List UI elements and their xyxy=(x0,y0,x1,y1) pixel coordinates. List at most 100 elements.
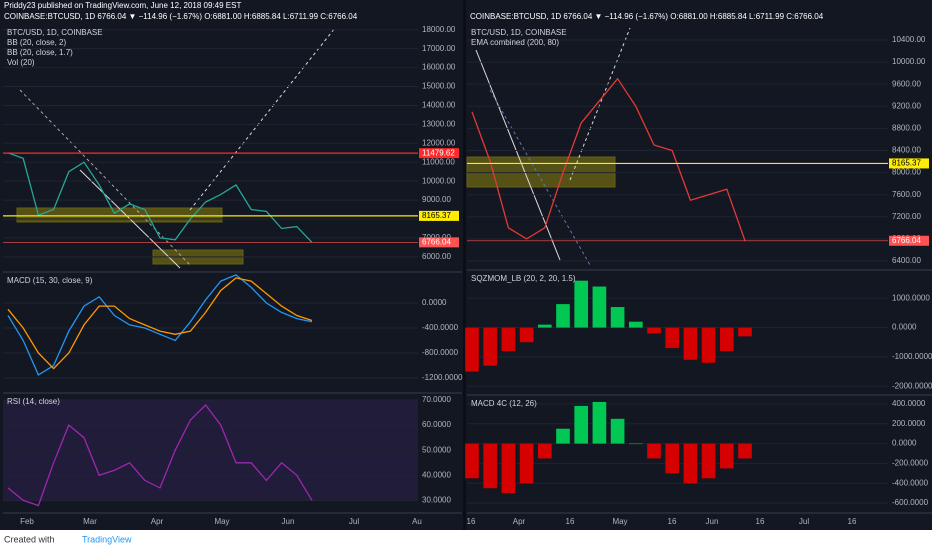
y-tick-label: 10000.00 xyxy=(892,57,926,66)
histogram-bar xyxy=(647,443,661,459)
brand[interactable]: TradingView xyxy=(82,534,132,544)
indicator-legend: Vol (20) xyxy=(7,58,35,67)
histogram-bar xyxy=(574,280,589,328)
y-tick-label: 7200.00 xyxy=(892,212,921,221)
footer-bar xyxy=(0,530,932,550)
x-tick-label: Apr xyxy=(151,517,164,526)
y-tick-label: 6000.00 xyxy=(422,252,451,261)
histogram-bar xyxy=(537,443,552,459)
y-tick-label: -2000.0000 xyxy=(892,381,932,390)
x-tick-label: Jul xyxy=(349,517,359,526)
series-line xyxy=(7,152,313,243)
price-tag-label: 6766.04 xyxy=(422,237,451,246)
histogram-bar xyxy=(683,443,698,484)
price-tag xyxy=(419,210,459,221)
histogram-bar xyxy=(628,443,643,445)
x-tick-label: 16 xyxy=(756,517,765,526)
histogram-bar xyxy=(483,443,498,489)
y-tick-label: 15000.00 xyxy=(422,82,456,91)
x-tick-label: May xyxy=(214,517,229,526)
y-tick-label: 400.0000 xyxy=(892,399,926,408)
y-tick-label: 13000.00 xyxy=(422,119,456,128)
histogram-bar xyxy=(465,327,479,372)
trend-line xyxy=(189,27,336,211)
y-tick-label: 8400.00 xyxy=(892,146,921,155)
zone-box xyxy=(466,156,616,188)
y-tick-label: 200.0000 xyxy=(892,419,926,428)
price-tag xyxy=(419,237,459,248)
histogram-bar xyxy=(610,307,625,328)
y-tick-label: 1000.0000 xyxy=(892,293,930,302)
x-tick-label: 16 xyxy=(566,517,575,526)
price-tag-label: 6766.04 xyxy=(892,236,921,245)
indicator-title: BTC/USD, 1D, COINBASE xyxy=(7,28,103,37)
price-tag xyxy=(419,148,459,159)
indicator-title: RSI (14, close) xyxy=(7,397,60,406)
y-tick-label: 9000.00 xyxy=(422,195,451,204)
histogram-bar xyxy=(592,286,607,328)
histogram-bar xyxy=(483,327,498,366)
y-tick-label: 0.0000 xyxy=(892,439,917,448)
histogram-bar xyxy=(574,405,589,444)
y-tick-label: 0.0000 xyxy=(892,323,917,332)
published-line: Priddy23 published on TradingView.com, J… xyxy=(4,1,241,10)
x-tick-label: 16 xyxy=(467,517,476,526)
y-tick-label: 16000.00 xyxy=(422,63,456,72)
y-tick-label: 50.0000 xyxy=(422,445,451,454)
y-tick-label: 9200.00 xyxy=(892,101,921,110)
y-tick-label: 40.0000 xyxy=(422,470,451,479)
histogram-bar xyxy=(610,418,625,444)
y-tick-label: 8800.00 xyxy=(892,123,921,132)
indicator-legend: EMA combined (200, 80) xyxy=(471,38,559,47)
indicator-title: MACD (15, 30, close, 9) xyxy=(7,276,93,285)
x-tick-label: Apr xyxy=(513,517,526,526)
y-tick-label: 6400.00 xyxy=(892,256,921,265)
indicator-title: SQZMOM_LB (20, 2, 20, 1.5) xyxy=(471,274,576,283)
indicator-legend: BB (20, close, 2) xyxy=(7,38,66,47)
quote-line: COINBASE:BTCUSD, 1D 6766.04 ▼ −114.96 (−… xyxy=(4,12,358,21)
x-tick-label: 16 xyxy=(848,517,857,526)
y-tick-label: 30.0000 xyxy=(422,496,451,505)
indicator-title: BTC/USD, 1D, COINBASE xyxy=(471,28,567,37)
histogram-bar xyxy=(519,327,534,343)
y-tick-label: -400.0000 xyxy=(422,323,459,332)
y-tick-label: 12000.00 xyxy=(422,138,456,147)
histogram-bar xyxy=(701,443,716,479)
series-line xyxy=(7,277,313,370)
y-tick-label: -600.0000 xyxy=(892,498,929,507)
histogram-bar xyxy=(738,327,752,337)
series-line xyxy=(471,77,746,242)
price-tag-label: 11479.62 xyxy=(422,148,455,157)
histogram-bar xyxy=(665,443,680,474)
y-tick-label: -800.0000 xyxy=(422,348,459,357)
price-tag-label: 8165.37 xyxy=(892,159,921,168)
histogram-bar xyxy=(719,327,734,352)
y-tick-label: -1200.0000 xyxy=(422,373,463,382)
histogram-bar xyxy=(501,443,516,494)
y-tick-label: 60.0000 xyxy=(422,420,451,429)
quote-line: COINBASE:BTCUSD, 1D 6766.04 ▼ −114.96 (−… xyxy=(470,12,824,21)
y-tick-label: 11000.00 xyxy=(422,157,455,166)
histogram-bar xyxy=(647,327,661,334)
histogram-bar xyxy=(592,401,607,444)
series-line xyxy=(7,404,313,507)
y-tick-label: -1000.0000 xyxy=(892,352,932,361)
indicator-legend: BB (20, close, 1.7) xyxy=(7,48,73,57)
histogram-bar xyxy=(719,443,734,469)
y-tick-label: 9600.00 xyxy=(892,79,921,88)
y-tick-label: 8000.00 xyxy=(892,168,921,177)
y-tick-label: 0.0000 xyxy=(422,298,447,307)
x-tick-label: Jun xyxy=(706,517,719,526)
x-tick-label: Mar xyxy=(83,517,97,526)
divider xyxy=(463,0,466,530)
histogram-bar xyxy=(537,324,552,328)
x-tick-label: Au xyxy=(412,517,422,526)
histogram-bar xyxy=(501,327,516,352)
series-line xyxy=(7,274,313,376)
y-tick-label: 7600.00 xyxy=(892,190,921,199)
x-tick-label: May xyxy=(612,517,627,526)
histogram-bar xyxy=(519,443,534,484)
indicator-title: MACD 4C (12, 26) xyxy=(471,399,537,408)
